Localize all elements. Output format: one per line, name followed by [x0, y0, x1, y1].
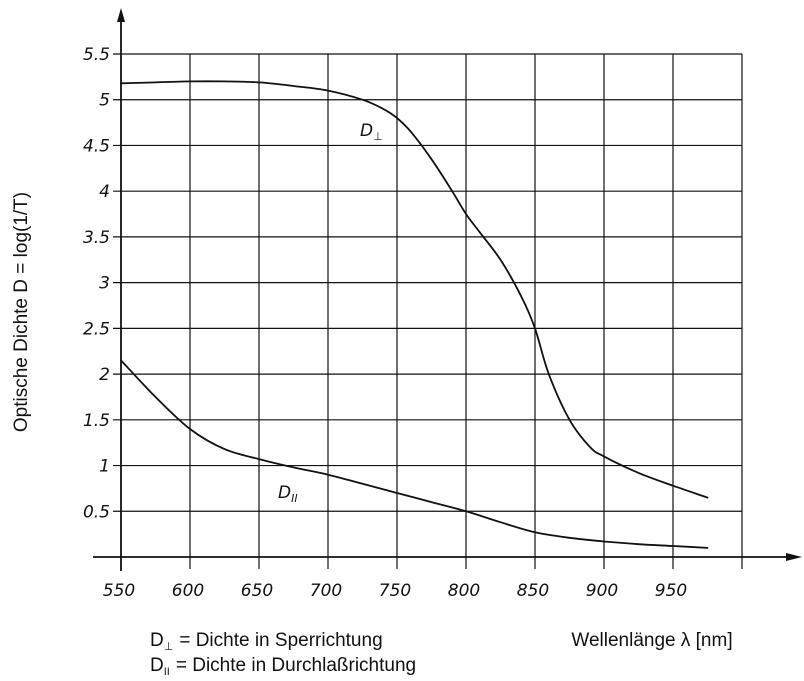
x-tick-label: 550: [103, 581, 135, 601]
y-axis-label: Optische Dichte D = log(1/T): [11, 192, 32, 432]
x-tick-label: 700: [310, 581, 342, 601]
x-axis-label: Wellenlänge λ [nm]: [571, 630, 732, 651]
grid: [113, 53, 743, 569]
x-tick-label: 650: [241, 581, 273, 601]
series-line-d-parallel: [120, 359, 709, 549]
data-series: [120, 80, 709, 549]
y-tick-label: 3.5: [83, 228, 110, 248]
y-tick-label: 1.5: [83, 411, 110, 431]
axes: [93, 8, 802, 571]
y-tick-label: 4: [99, 182, 110, 202]
y-tick-label: 1: [99, 457, 110, 477]
x-tick-labels: 550 600 650 700 750 800 850 900 950: [103, 581, 687, 601]
y-tick-label: 5.5: [83, 45, 110, 65]
x-tick-label: 900: [586, 581, 618, 601]
y-tick-label: 2: [99, 365, 110, 385]
legend-item-d-parallel: DII = Dichte in Durchlaßrichtung: [150, 655, 416, 678]
x-tick-label: 850: [517, 581, 549, 601]
y-tick-label: 5: [99, 91, 110, 111]
y-tick-labels: 0.5 1 1.5 2 2.5 3 3.5 4 4.5 5 5.5: [83, 45, 110, 522]
x-tick-label: 800: [448, 581, 480, 601]
x-tick-label: 600: [172, 581, 204, 601]
x-axis-arrow: [786, 553, 802, 561]
y-tick-label: 0.5: [83, 502, 110, 522]
y-tick-label: 4.5: [83, 136, 110, 156]
legend-item-d-perp: D⊥ = Dichte in Sperrichtung: [150, 630, 383, 653]
x-tick-label: 950: [655, 581, 687, 601]
x-tick-label: 750: [379, 581, 411, 601]
curve-label-d-parallel: DII: [278, 483, 298, 505]
y-axis-arrow: [117, 8, 125, 22]
curve-label-d-perp: D⊥: [360, 121, 383, 143]
series-line-d-perp: [120, 80, 709, 499]
y-tick-label: 3: [99, 274, 110, 294]
legend: D⊥ = Dichte in Sperrichtung DII = Dichte i…: [150, 630, 416, 678]
y-tick-label: 2.5: [83, 319, 110, 339]
